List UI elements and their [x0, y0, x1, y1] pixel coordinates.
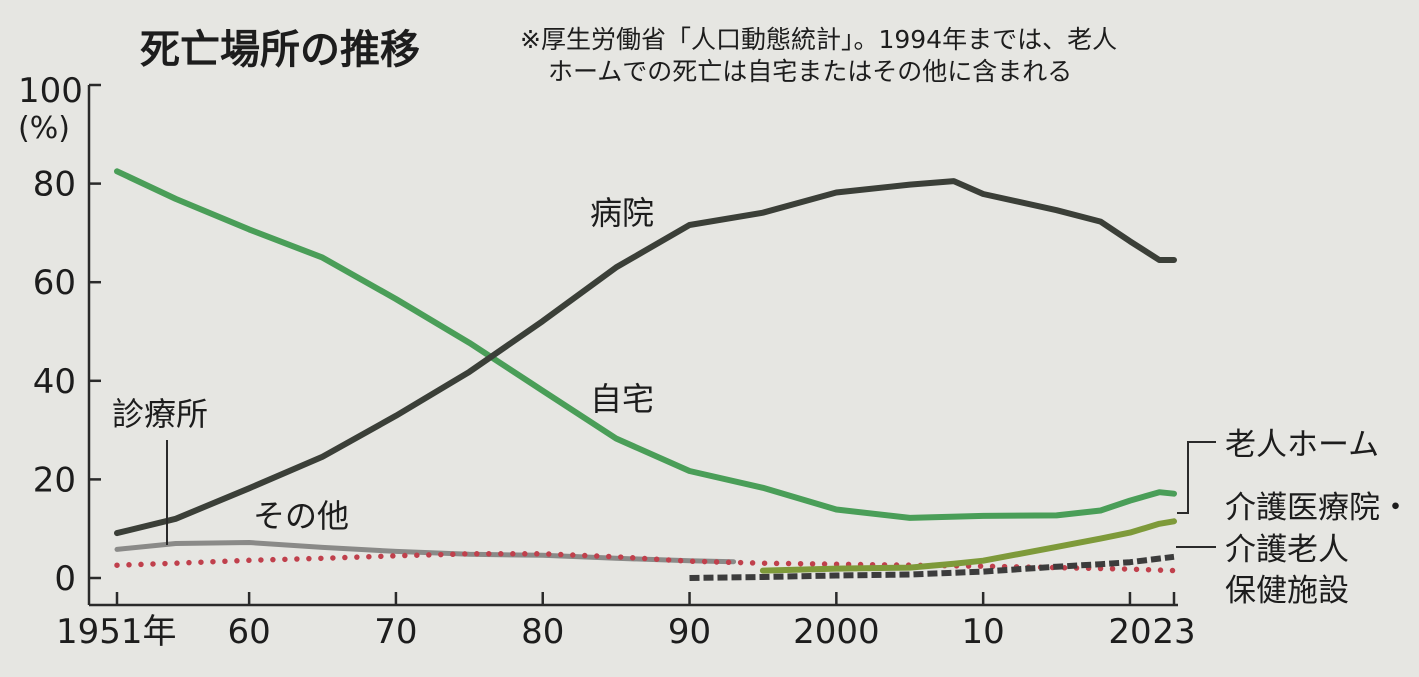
x-tick-label: 60	[227, 612, 270, 652]
x-tick-label: 90	[668, 612, 711, 652]
series-line-home	[114, 168, 1177, 521]
label-home: 自宅	[590, 380, 654, 418]
series-line-hospital	[114, 178, 1177, 537]
label-nursing-home: 老人ホーム	[1225, 427, 1379, 463]
x-tick-label: 2000	[793, 612, 880, 652]
label-hospital: 病院	[590, 194, 654, 232]
label-other: その他	[253, 497, 349, 535]
y-tick-label: 0	[54, 559, 76, 599]
series-line-clinic	[114, 551, 1177, 574]
label-clinic: 診療所	[112, 395, 208, 433]
x-tick-label: 20	[1108, 612, 1151, 652]
y-axis-unit: (%)	[18, 111, 70, 146]
source-note-line-1: ※厚生労働省「人口動態統計」。1994年までは、老人	[520, 25, 1117, 54]
series-line-other	[114, 540, 737, 565]
y-axis-top-label: 100	[18, 71, 83, 111]
label-nursing-home-leader	[1177, 441, 1216, 514]
x-tick-label: 80	[521, 612, 564, 652]
x-tick-label: 1951年	[56, 612, 177, 652]
y-tick-label: 80	[33, 165, 76, 205]
chart-title: 死亡場所の推移	[140, 27, 420, 73]
x-tick-label: 70	[374, 612, 417, 652]
label-care-line-2: 介護老人	[1225, 532, 1349, 568]
y-tick-label: 40	[33, 362, 76, 402]
y-tick-label: 20	[33, 460, 76, 500]
source-note-line-2: ホームでの死亡は自宅またはその他に含まれる	[548, 57, 1072, 86]
y-tick-label: 60	[33, 263, 76, 303]
label-care-line-1: 介護医療院・	[1225, 490, 1411, 526]
label-care-line-3: 保健施設	[1225, 573, 1349, 609]
x-tick-label: 10	[962, 612, 1005, 652]
x-tick-label: 23	[1152, 612, 1195, 652]
series-line-nursing-home	[759, 518, 1177, 574]
